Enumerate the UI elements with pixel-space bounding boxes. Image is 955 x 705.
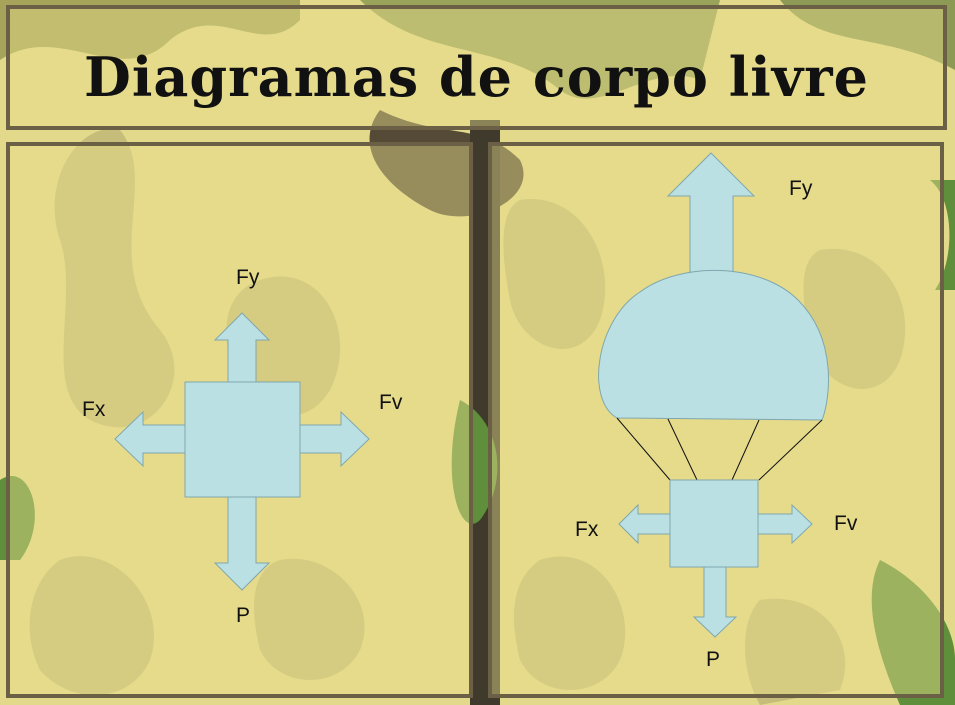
page-title: Diagramas de corpo livre bbox=[84, 45, 869, 109]
left-right-arrow bbox=[299, 410, 370, 468]
right-down-arrow bbox=[692, 566, 738, 638]
right-right-arrow bbox=[757, 503, 813, 545]
left-label-fv: Fv bbox=[379, 391, 403, 414]
left-label-fx: Fx bbox=[82, 398, 106, 421]
left-label-fy: Fy bbox=[236, 266, 260, 289]
title-panel: Diagramas de corpo livre bbox=[6, 5, 947, 130]
left-left-arrow bbox=[114, 410, 186, 468]
parachute-line-3 bbox=[731, 419, 760, 481]
right-label-fx: Fx bbox=[575, 518, 599, 541]
parachute-line-1 bbox=[616, 417, 671, 481]
left-body-block bbox=[184, 381, 301, 498]
parachute-line-4 bbox=[758, 419, 823, 481]
right-label-fv: Fv bbox=[834, 512, 858, 535]
left-up-arrow bbox=[213, 312, 271, 383]
right-up-arrow bbox=[666, 152, 756, 273]
left-down-arrow bbox=[213, 496, 271, 591]
parachute-canopy bbox=[598, 270, 830, 421]
right-left-arrow bbox=[618, 503, 671, 545]
right-body-block bbox=[669, 479, 759, 568]
right-label-fy: Fy bbox=[789, 177, 813, 200]
left-label-p: P bbox=[236, 604, 251, 627]
parachute-line-2 bbox=[667, 418, 698, 481]
right-label-p: P bbox=[706, 648, 721, 671]
